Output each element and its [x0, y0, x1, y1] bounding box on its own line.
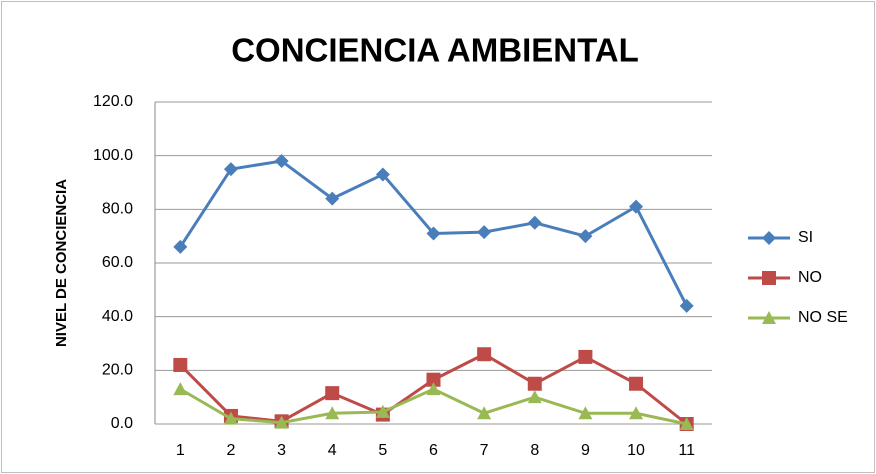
marker	[426, 382, 441, 396]
legend-marker	[762, 231, 776, 245]
x-tick-label: 6	[429, 442, 438, 459]
marker	[173, 357, 188, 372]
marker	[578, 229, 593, 244]
marker	[629, 199, 644, 214]
marker	[426, 372, 441, 387]
x-tick-label: 3	[277, 442, 286, 459]
legend-label: NO SE	[798, 309, 848, 326]
x-tick-label: 2	[227, 442, 236, 459]
marker	[527, 376, 542, 391]
x-tick-label: 10	[627, 442, 645, 459]
marker	[325, 191, 340, 206]
x-tick-label: 7	[480, 442, 489, 459]
marker	[679, 298, 694, 313]
marker	[426, 226, 441, 241]
marker	[274, 415, 289, 429]
legend-marker	[762, 311, 776, 324]
marker	[527, 390, 542, 404]
marker	[477, 406, 492, 420]
marker	[477, 347, 492, 362]
x-tick-label: 5	[378, 442, 387, 459]
marker	[223, 411, 238, 425]
marker	[173, 239, 188, 254]
y-axis-label: NIVEL DE CONCIENCIA	[53, 179, 70, 347]
chart-title: CONCIENCIA AMBIENTAL	[231, 32, 639, 69]
marker	[578, 406, 593, 420]
x-tick-label: 8	[530, 442, 539, 459]
marker	[375, 167, 390, 182]
marker	[679, 417, 694, 430]
marker	[527, 215, 542, 230]
y-tick-label: 120.0	[93, 93, 133, 110]
marker	[173, 382, 188, 396]
marker	[375, 404, 390, 418]
y-tick-label: 0.0	[111, 415, 133, 432]
y-tick-label: 20.0	[102, 362, 133, 379]
x-tick-label: 9	[581, 442, 590, 459]
legend-label: NO	[798, 269, 822, 286]
y-tick-label: 100.0	[93, 147, 133, 164]
x-tick-label: 11	[678, 442, 695, 459]
marker	[629, 376, 644, 391]
marker	[223, 162, 238, 177]
marker	[578, 349, 593, 364]
y-tick-label: 40.0	[102, 308, 133, 325]
y-tick-label: 80.0	[102, 201, 133, 218]
x-tick-label: 1	[176, 442, 185, 459]
marker	[325, 386, 340, 401]
legend-marker	[762, 271, 776, 285]
marker	[477, 225, 492, 240]
legend-label: SI	[798, 229, 813, 246]
marker	[325, 406, 340, 420]
y-tick-label: 60.0	[102, 254, 133, 271]
marker	[629, 406, 644, 420]
x-tick-label: 4	[328, 442, 337, 459]
marker	[274, 154, 289, 169]
